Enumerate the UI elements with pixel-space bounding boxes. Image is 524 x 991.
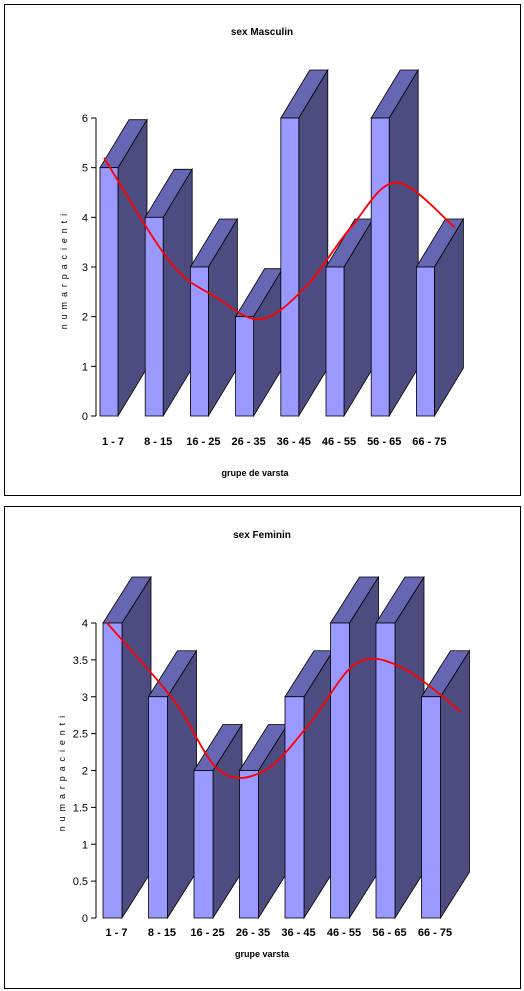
- bar: [234, 267, 284, 418]
- bar-front: [193, 770, 214, 919]
- bar-front: [148, 696, 168, 919]
- y-tick-label: 0.5: [73, 876, 88, 888]
- x-tick-label: 56 - 65: [367, 436, 401, 448]
- chart-feminin-svg: sex Feminin n u m a r p a c i e n t i gr…: [57, 530, 471, 959]
- chart-title: sex Masculin: [231, 27, 293, 38]
- x-tick-label: 8 - 15: [148, 927, 176, 939]
- bar-side: [303, 649, 334, 920]
- bar: [329, 575, 380, 920]
- bar-front: [280, 117, 300, 417]
- x-tick-label: 1 - 7: [102, 436, 124, 448]
- bar-front: [235, 316, 255, 417]
- x-tick-label: 66 - 75: [412, 436, 446, 448]
- bar-side: [117, 118, 148, 418]
- y-tick-label: 3: [82, 262, 88, 274]
- chart-title: sex Feminin: [233, 530, 291, 541]
- x-tick-label: 8 - 15: [144, 436, 172, 448]
- plot-area: 0 1 2 3 4 5 6 1 - 7 8 - 15 16 - 25 26 - 35 36 - 45 4…: [82, 68, 465, 448]
- bar-front: [189, 266, 209, 417]
- bar: [284, 649, 334, 920]
- y-axis-label: n u m a r p a c i e n t i: [59, 213, 69, 330]
- bar-front: [284, 696, 305, 919]
- bar: [370, 68, 419, 418]
- y-tick-label: 0: [82, 411, 88, 423]
- bar-front: [375, 622, 396, 919]
- x-tick-label: 36 - 45: [281, 927, 315, 939]
- plot-area: 0 0.5 1 1.5 2 2.5 3 3.5 4 1 - 7 8 - 15 16 - 25 26 - …: [73, 575, 471, 939]
- y-tick-label: 0: [82, 913, 88, 925]
- x-axis-label: grupe varsta: [235, 949, 290, 959]
- x-tick-label: 1 - 7: [105, 927, 127, 939]
- y-tick-label: 2: [82, 766, 88, 778]
- bar: [102, 575, 152, 920]
- bar-front: [325, 266, 345, 417]
- bar-front: [99, 167, 119, 417]
- bar: [147, 649, 198, 920]
- x-tick-label: 36 - 45: [277, 436, 311, 448]
- y-tick-label: 6: [82, 113, 88, 125]
- bar: [415, 217, 465, 418]
- trend-line: [106, 622, 462, 779]
- bar-side: [349, 575, 379, 920]
- x-tick-label: 16 - 25: [190, 927, 224, 939]
- y-tick-label: 1: [82, 361, 88, 373]
- y-axis-label: n u m a r p a c i e n t i: [57, 715, 67, 832]
- bar: [280, 68, 329, 418]
- y-tick-label: 2.5: [73, 729, 88, 741]
- bar-front: [415, 266, 435, 417]
- bar-side: [388, 68, 419, 418]
- bar-side: [298, 68, 329, 418]
- y-tick-label: 3.5: [73, 655, 88, 667]
- x-tick-label: 26 - 35: [236, 927, 270, 939]
- trend-line: [103, 157, 456, 321]
- y-tick-label: 5: [82, 163, 88, 175]
- bar-side: [440, 649, 470, 920]
- bar-front: [239, 770, 259, 919]
- bar-front: [421, 696, 441, 919]
- bar-front: [370, 117, 390, 417]
- bar-front: [144, 216, 164, 417]
- y-tick-label: 2: [82, 312, 88, 324]
- y-tick-label: 4: [82, 618, 88, 630]
- y-tick-label: 4: [82, 212, 88, 224]
- x-axis-label: grupe de varsta: [221, 468, 289, 478]
- bar: [325, 217, 374, 418]
- chart-feminin: sex Feminin n u m a r p a c i e n t i gr…: [4, 506, 521, 989]
- bar-side: [167, 649, 197, 920]
- bar-front: [330, 622, 350, 919]
- bar: [193, 723, 243, 920]
- chart-masculin: sex Masculin n u m a r p a c i e n t i g…: [4, 4, 521, 496]
- bar: [375, 575, 425, 920]
- y-tick-label: 1.5: [73, 802, 88, 814]
- y-tick-label: 3: [82, 692, 88, 704]
- bar-front: [102, 622, 123, 919]
- bar: [420, 649, 471, 920]
- x-tick-label: 46 - 55: [322, 436, 356, 448]
- y-tick-label: 1: [82, 839, 88, 851]
- x-tick-label: 66 - 75: [418, 927, 452, 939]
- bar: [144, 167, 193, 418]
- bar: [189, 217, 239, 418]
- chart-masculin-svg: sex Masculin n u m a r p a c i e n t i g…: [59, 27, 465, 478]
- x-tick-label: 46 - 55: [327, 927, 361, 939]
- bar-side: [121, 575, 152, 920]
- x-tick-label: 16 - 25: [186, 436, 220, 448]
- x-tick-label: 56 - 65: [372, 927, 406, 939]
- bar-side: [394, 575, 425, 920]
- bar: [238, 723, 289, 920]
- x-tick-label: 26 - 35: [231, 436, 265, 448]
